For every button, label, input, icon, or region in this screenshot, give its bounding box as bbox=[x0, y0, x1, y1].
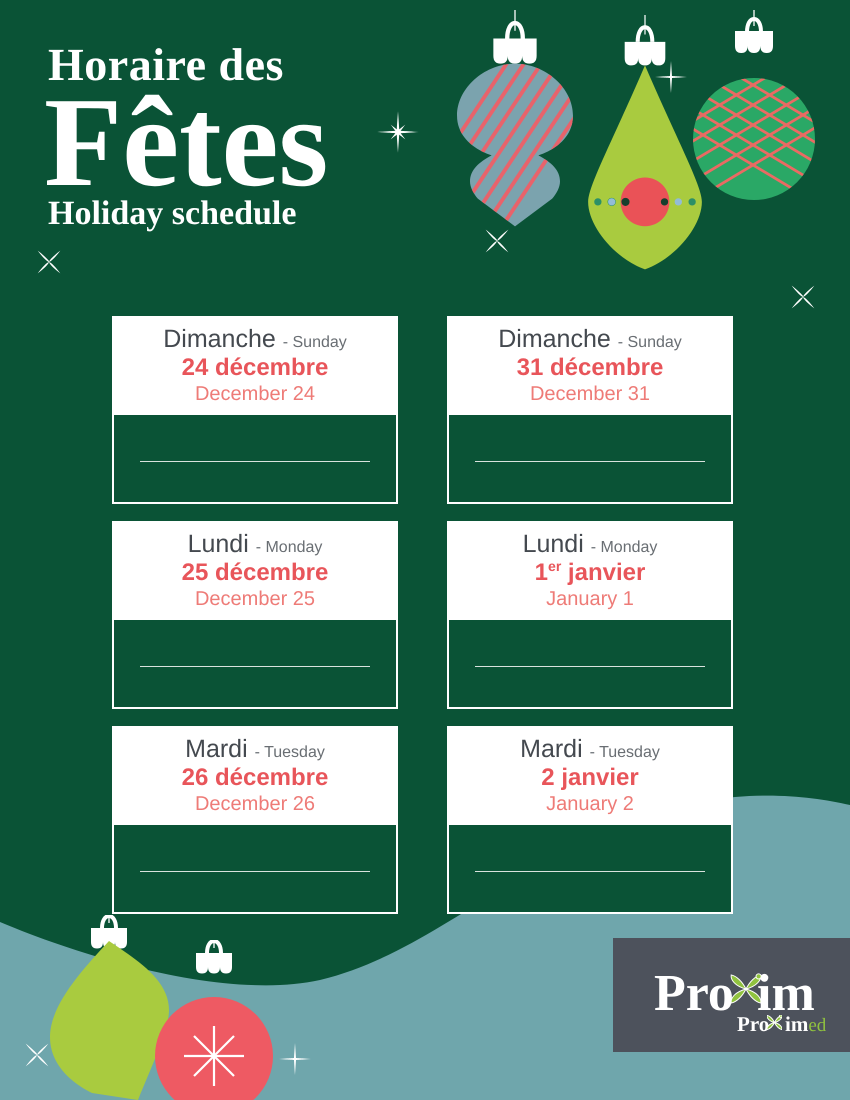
svg-text:Pro: Pro bbox=[654, 966, 734, 1022]
